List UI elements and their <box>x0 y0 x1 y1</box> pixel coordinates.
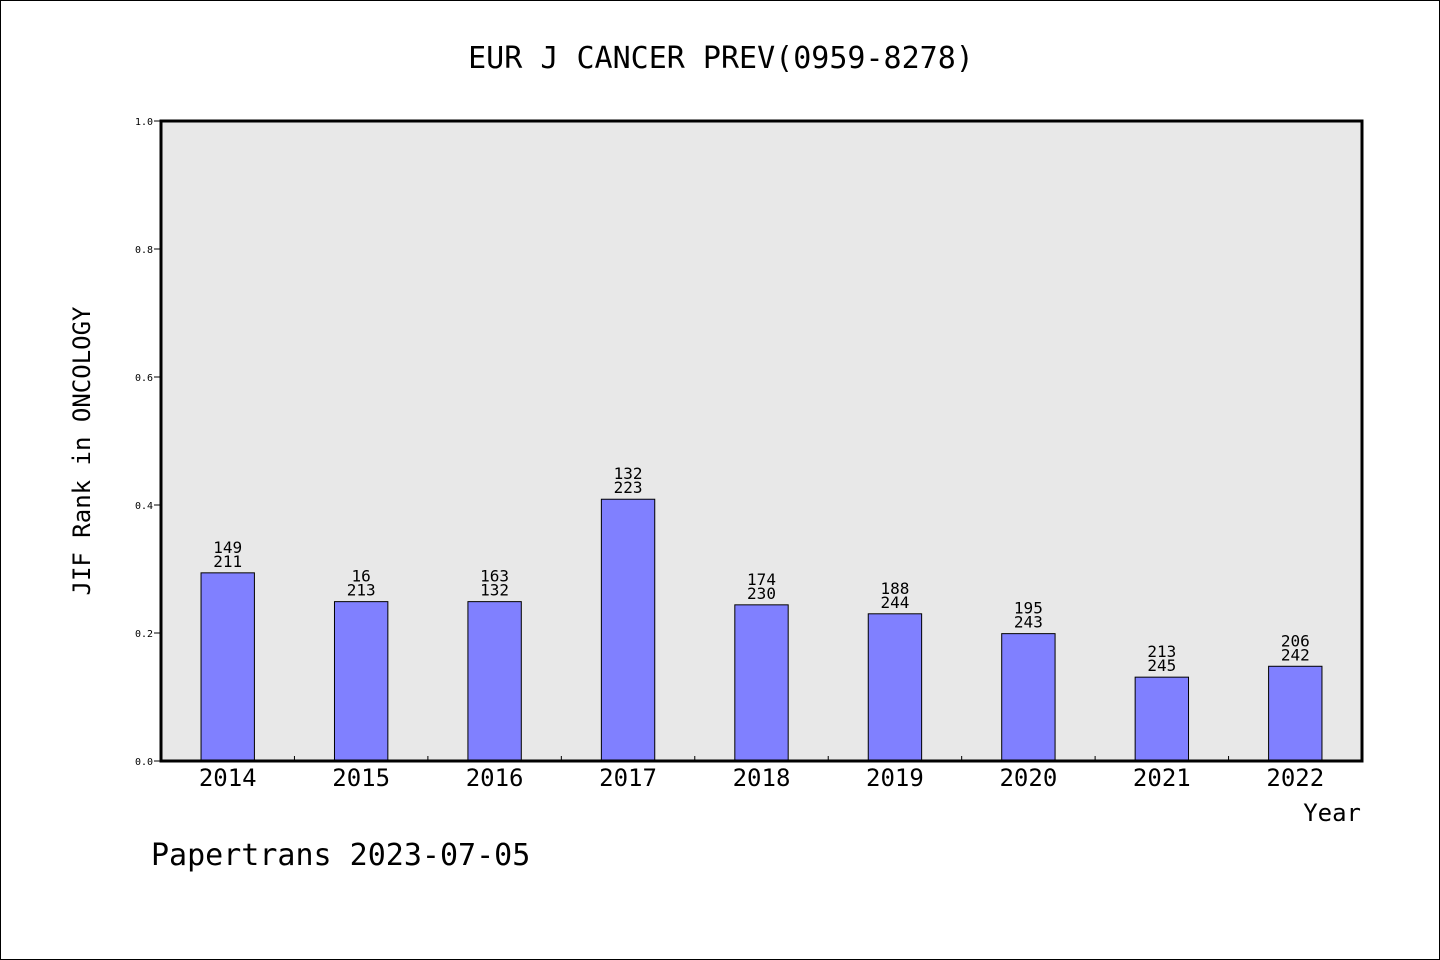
data-label-total: 132 <box>480 581 509 600</box>
data-label-total: 230 <box>747 584 776 603</box>
bar-2022 <box>1268 665 1323 762</box>
bar-2015 <box>333 601 389 762</box>
bar-2017 <box>600 498 656 762</box>
bar-2020 <box>1001 633 1056 762</box>
chart-title: EUR J CANCER PREV(0959-8278) <box>468 41 974 76</box>
data-label-rank: 149 <box>213 538 242 557</box>
data-label-total: 244 <box>880 593 909 612</box>
data-label-rank: 195 <box>1014 599 1043 618</box>
x-tick-label: 2014 <box>199 764 257 792</box>
y-axis: 0.0 0.2 0.4 0.6 0.8 1.0 <box>135 117 161 768</box>
data-label-rank: 132 <box>614 464 643 483</box>
y-axis-label: JIF Rank in ONCOLOGY <box>68 306 96 596</box>
data-label-rank: 213 <box>1147 642 1176 661</box>
bar-2018 <box>734 604 789 762</box>
x-tick-label: 2022 <box>1266 764 1324 792</box>
y-tick-label: 1.0 <box>135 117 153 128</box>
data-label-rank: 188 <box>880 579 909 598</box>
data-label-rank: 206 <box>1281 631 1310 650</box>
data-label-total: 211 <box>213 552 242 571</box>
data-label-total: 243 <box>1014 613 1043 632</box>
x-axis-label: Year <box>1303 799 1361 827</box>
bar-2021 <box>1134 676 1190 762</box>
data-label-rank: 163 <box>480 567 509 586</box>
y-tick-label: 0.0 <box>135 757 153 768</box>
bar-2019 <box>867 613 923 762</box>
x-axis: 2014 2015 2016 2017 2018 2019 2020 2021 2022 <box>199 756 1324 792</box>
data-label-total: 245 <box>1147 656 1176 675</box>
data-label-rank: 174 <box>747 570 776 589</box>
bar-2016 <box>467 601 522 762</box>
plot-border <box>159 119 1364 763</box>
bars-group <box>200 498 1323 762</box>
footer-text: Papertrans 2023-07-05 <box>151 838 530 873</box>
x-tick-label: 2015 <box>332 764 390 792</box>
x-tick-label: 2018 <box>733 764 791 792</box>
x-tick-label: 2020 <box>999 764 1057 792</box>
y-tick-label: 0.4 <box>135 501 153 512</box>
y-tick-label: 0.6 <box>135 373 153 384</box>
x-tick-label: 2017 <box>599 764 657 792</box>
y-tick-label: 0.8 <box>135 245 153 256</box>
data-label-rank: 16 <box>352 567 371 586</box>
data-label-total: 242 <box>1281 645 1310 664</box>
data-label-total: 223 <box>614 478 643 497</box>
y-tick-label: 0.2 <box>135 629 153 640</box>
bar-2014 <box>200 572 255 762</box>
data-label-total: 213 <box>347 581 376 600</box>
x-tick-label: 2016 <box>466 764 524 792</box>
x-tick-label: 2021 <box>1133 764 1191 792</box>
x-tick-label: 2019 <box>866 764 924 792</box>
